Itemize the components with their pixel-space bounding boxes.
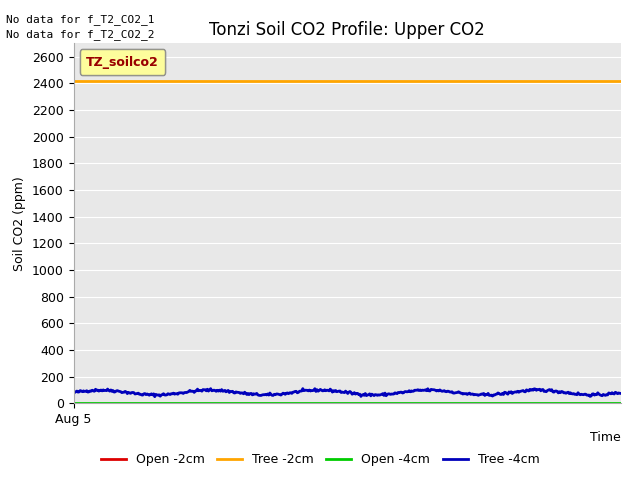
Open -4cm (604, 400, 611, 406)
Line: Tree -4cm: Tree -4cm (74, 389, 621, 396)
Tree -4cm (606, 390, 614, 396)
Tree -2cm (366, 78, 374, 84)
Tree -4cm (299, 386, 307, 392)
Tree -2cm (70, 78, 77, 84)
Tree -2cm (333, 78, 340, 84)
Tree -2cm (396, 78, 403, 84)
Tree -4cm (397, 389, 405, 395)
Open -4cm (518, 400, 526, 406)
Tree -4cm (151, 394, 159, 399)
Tree -2cm (617, 78, 625, 84)
Tree -2cm (330, 78, 337, 84)
Legend: TZ_soilco2: TZ_soilco2 (80, 49, 165, 75)
Tree -4cm (70, 389, 77, 395)
Tree -4cm (520, 389, 528, 395)
Text: No data for f_T2_CO2_1: No data for f_T2_CO2_1 (6, 14, 155, 25)
Open -4cm (617, 400, 625, 406)
Tree -4cm (368, 391, 376, 397)
Open -4cm (330, 400, 337, 406)
Tree -2cm (518, 78, 526, 84)
Tree -2cm (604, 78, 611, 84)
Legend: Open -2cm, Tree -2cm, Open -4cm, Tree -4cm: Open -2cm, Tree -2cm, Open -4cm, Tree -4… (95, 448, 545, 471)
Open -4cm (366, 400, 374, 406)
Text: No data for f_T2_CO2_2: No data for f_T2_CO2_2 (6, 29, 155, 40)
Tree -4cm (332, 388, 340, 394)
Title: Tonzi Soil CO2 Profile: Upper CO2: Tonzi Soil CO2 Profile: Upper CO2 (209, 21, 485, 39)
Open -4cm (70, 400, 77, 406)
Open -4cm (333, 400, 340, 406)
Tree -4cm (617, 391, 625, 396)
Open -4cm (396, 400, 403, 406)
Tree -4cm (335, 388, 343, 394)
Y-axis label: Soil CO2 (ppm): Soil CO2 (ppm) (13, 176, 26, 271)
X-axis label: Time: Time (590, 432, 621, 444)
